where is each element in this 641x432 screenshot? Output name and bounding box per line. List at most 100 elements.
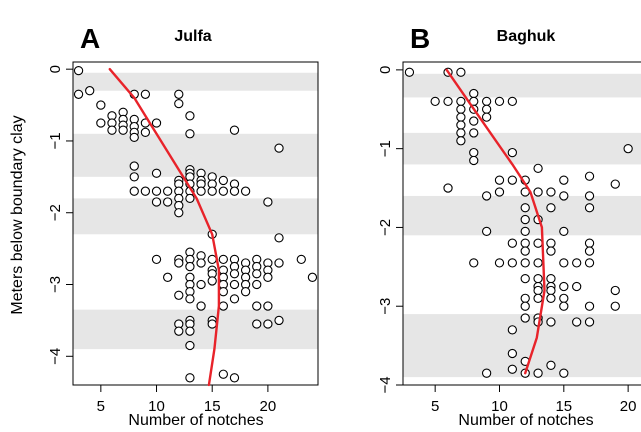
data-point-b-56 <box>520 246 530 256</box>
data-point-b-38 <box>546 203 556 213</box>
data-point-a-121 <box>274 258 284 268</box>
data-point-a-30 <box>140 186 151 196</box>
data-point-a-120 <box>274 233 284 243</box>
data-point-b-94 <box>584 317 595 327</box>
data-point-a-62 <box>163 272 173 282</box>
data-point-a-97 <box>218 369 228 379</box>
data-point-b-75 <box>546 273 556 284</box>
x-tick-label-b-1: 10 <box>491 398 508 415</box>
data-point-b-49 <box>494 258 505 268</box>
data-point-b-50 <box>507 238 518 248</box>
data-point-b-21 <box>494 96 505 107</box>
data-point-b-55 <box>520 238 530 248</box>
data-point-b-86 <box>559 368 569 378</box>
data-point-b-53 <box>507 348 518 359</box>
data-point-b-57 <box>520 258 530 268</box>
data-point-b-85 <box>559 301 569 311</box>
y-tick-label-a-0: 0 <box>47 65 64 73</box>
data-point-b-61 <box>520 313 530 323</box>
y-tick-label-b-3: −3 <box>377 298 394 315</box>
data-point-b-44 <box>610 179 620 189</box>
data-point-b-54 <box>507 364 518 374</box>
data-point-a-103 <box>229 373 240 383</box>
data-point-a-85 <box>207 254 217 265</box>
data-point-b-79 <box>546 317 556 327</box>
data-point-b-69 <box>533 293 543 303</box>
band-b-1 <box>403 132 641 165</box>
data-point-b-28 <box>507 175 518 185</box>
band-b-3 <box>403 314 641 378</box>
data-point-b-40 <box>559 191 569 201</box>
data-point-a-70 <box>185 261 195 272</box>
data-point-b-39 <box>559 175 569 185</box>
data-point-a-119 <box>263 319 273 329</box>
data-point-b-73 <box>546 238 556 248</box>
data-point-a-54 <box>207 186 217 196</box>
x-axis-ticks-a: 5 10 15 20 <box>97 385 276 415</box>
data-point-a-83 <box>196 301 206 311</box>
data-point-a-101 <box>229 279 240 290</box>
data-point-b-64 <box>533 238 543 248</box>
data-point-a-65 <box>174 290 184 300</box>
y-tick-label-a-2: −2 <box>47 204 64 221</box>
data-point-b-47 <box>469 258 479 268</box>
y-axis-ticks-b: 0 −1 −2 −3 −4 <box>377 66 403 394</box>
data-point-a-35 <box>163 197 173 207</box>
data-point-b-15 <box>469 128 479 138</box>
y-axis-ticks-a: 0 −1 −2 −3 −4 <box>47 65 73 365</box>
data-point-a-96 <box>218 301 228 311</box>
data-point-b-4 <box>443 96 453 107</box>
x-tick-label-b-2: 15 <box>555 398 572 415</box>
data-point-b-42 <box>584 191 595 201</box>
data-point-b-91 <box>584 246 595 256</box>
y-tick-label-b-4: −4 <box>377 376 394 393</box>
data-point-b-58 <box>520 273 530 284</box>
y-tick-label-a-1: −1 <box>47 132 64 149</box>
data-point-b-81 <box>559 226 569 237</box>
x-axis-label-a: Number of notches <box>128 412 263 429</box>
data-point-a-34 <box>163 186 173 196</box>
data-point-b-35 <box>533 187 543 197</box>
data-point-a-7 <box>107 125 117 135</box>
data-point-a-47 <box>185 193 195 204</box>
panel-letter-a: A <box>80 23 100 54</box>
data-point-a-124 <box>307 272 318 282</box>
data-point-b-90 <box>584 238 595 248</box>
data-point-a-95 <box>218 287 228 297</box>
data-point-b-84 <box>559 293 569 303</box>
data-point-a-88 <box>207 276 217 286</box>
data-point-b-41 <box>584 171 595 181</box>
data-point-b-77 <box>546 285 556 296</box>
data-point-a-82 <box>196 279 206 290</box>
data-point-b-19 <box>481 104 492 114</box>
data-point-b-11 <box>469 88 479 99</box>
data-point-a-123 <box>296 254 306 265</box>
band-a-3 <box>73 309 318 350</box>
band-a-1 <box>73 133 318 177</box>
plot-frame-a <box>72 61 319 386</box>
data-point-a-20 <box>151 118 162 128</box>
data-point-b-27 <box>507 147 518 158</box>
data-point-b-66 <box>533 273 543 284</box>
data-point-a-4 <box>96 118 106 128</box>
data-point-a-3 <box>96 100 106 110</box>
data-point-a-118 <box>263 301 273 311</box>
background-bands-b <box>403 73 641 378</box>
data-point-a-16 <box>129 132 139 143</box>
data-point-a-111 <box>252 269 262 279</box>
data-point-a-28 <box>129 172 139 182</box>
data-point-a-64 <box>174 258 184 268</box>
data-point-b-18 <box>481 96 492 107</box>
data-point-a-1 <box>73 89 84 99</box>
data-point-a-31 <box>151 168 162 178</box>
data-point-b-59 <box>520 293 530 303</box>
data-point-a-0 <box>73 65 84 76</box>
data-point-b-20 <box>481 112 492 122</box>
data-point-b-14 <box>469 116 479 126</box>
plot-frame-b <box>402 61 641 386</box>
data-point-b-52 <box>507 325 518 335</box>
data-point-b-82 <box>559 258 569 268</box>
data-point-a-114 <box>252 319 262 329</box>
data-point-a-102 <box>229 294 240 304</box>
data-point-a-112 <box>252 279 262 290</box>
